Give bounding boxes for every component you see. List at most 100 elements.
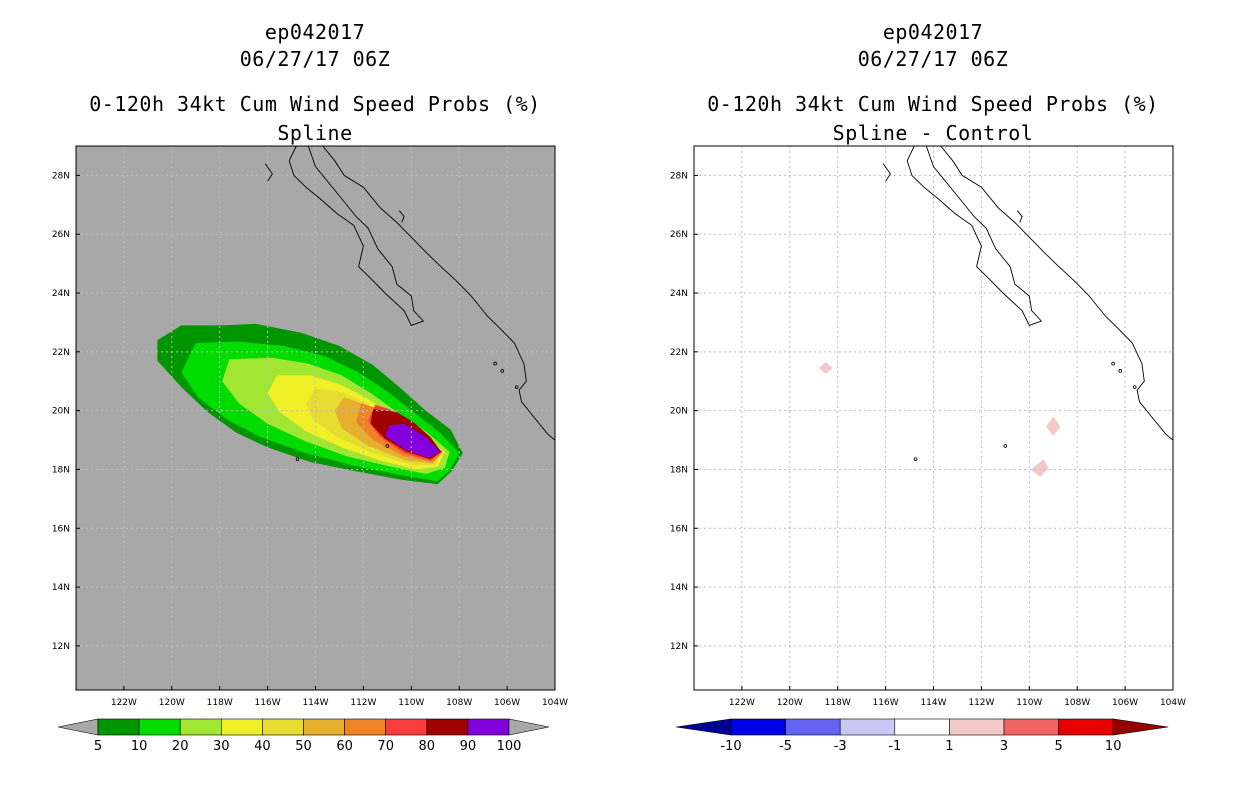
left-x-tick-label: 122W: [111, 698, 137, 708]
right-island: [1118, 369, 1123, 373]
right-colorbar-label: -10: [720, 739, 741, 754]
right-colorbar: -10 -5 -3 -1 1 3 5 10: [675, 718, 1169, 754]
left-x-tick-label: 112W: [350, 698, 376, 708]
left-x-tick-label: 106W: [494, 698, 520, 708]
left-coastline: [264, 145, 556, 461]
right-y-tick-label: 28N: [670, 171, 688, 181]
right-coastline-segment: [940, 145, 1174, 441]
left-colorbar-swatch: [385, 718, 428, 736]
left-map-chart: 122W 120W 118W 116W 114W 112W 110W 108W 106W 104W…: [52, 145, 568, 754]
left-colorbar-extend-high: [508, 718, 550, 736]
right-coastline-segment: [882, 163, 891, 182]
right-colorbar-swatch: [1058, 718, 1114, 736]
left-contours: [157, 323, 463, 485]
right-coastline-segment: [1016, 210, 1023, 223]
left-colorbar-label: 50: [295, 739, 312, 754]
left-contour-90-9: [385, 423, 440, 458]
left-colorbar-extend-low: [57, 718, 99, 736]
right-x-tick-label: 106W: [1112, 698, 1138, 708]
left-colorbar-swatch: [467, 718, 510, 736]
right-y-tick-label: 18N: [670, 465, 688, 475]
left-colorbar-label: 20: [172, 739, 189, 754]
right-colorbar-label: -1: [888, 739, 901, 754]
right-colorbar-swatch: [894, 718, 950, 736]
left-x-tick-label: 104W: [542, 698, 568, 708]
left-colorbar-swatch: [303, 718, 345, 736]
right-island: [913, 457, 918, 461]
left-y-tick-label: 28N: [52, 171, 70, 181]
left-colorbar-label: 70: [377, 739, 394, 754]
right-y-tick-label: 16N: [670, 524, 688, 534]
right-storm-id: ep042017: [882, 20, 984, 44]
right-colorbar-swatch: [730, 718, 786, 736]
left-colorbar-label: 90: [460, 739, 477, 754]
left-colorbar-swatch: [426, 718, 469, 736]
right-contour-1-1: [1046, 416, 1061, 436]
right-y-tick-label: 12N: [670, 642, 688, 652]
left-y-tick-label: 16N: [52, 524, 70, 534]
left-colorbar-label: 40: [254, 739, 271, 754]
right-island: [1111, 361, 1115, 366]
left-datetime: 06/27/17 06Z: [239, 47, 391, 71]
left-x-tick-label: 110W: [398, 698, 424, 708]
right-colorbar-label: 5: [1054, 739, 1062, 754]
left-y-tick-label: 20N: [52, 407, 70, 417]
left-y-tick-label: 26N: [52, 230, 70, 240]
right-x-tick-label: 108W: [1064, 698, 1090, 708]
right-x-tick-label: 112W: [968, 698, 994, 708]
left-chart-subtitle: Spline: [277, 121, 353, 145]
left-coastline-segment: [288, 145, 425, 326]
right-x-tick-label: 104W: [1160, 698, 1186, 708]
left-colorbar-label: 10: [131, 739, 148, 754]
left-colorbar-label: 5: [94, 739, 102, 754]
left-colorbar-label: 60: [336, 739, 353, 754]
left-x-tick-label: 118W: [207, 698, 233, 708]
left-y-tick-label: 12N: [52, 642, 70, 652]
right-x-tick-label: 122W: [729, 698, 755, 708]
right-colorbar-label: 10: [1105, 739, 1122, 754]
left-colorbar-swatch: [97, 718, 140, 736]
left-y-tick-label: 22N: [52, 348, 70, 358]
right-colorbar-label: 3: [1000, 739, 1008, 754]
right-datetime: 06/27/17 06Z: [857, 47, 1009, 71]
right-colorbar-extend-low: [675, 718, 732, 736]
right-contour-1-0: [818, 362, 833, 374]
left-colorbar-swatch: [262, 718, 304, 736]
left-colorbar-swatch: [344, 718, 387, 736]
right-x-tick-label: 120W: [777, 698, 803, 708]
right-y-tick-label: 20N: [670, 407, 688, 417]
left-colorbar-swatch: [179, 718, 222, 736]
left-coastline-segment: [322, 145, 556, 441]
right-colorbar-extend-high: [1112, 718, 1169, 736]
left-colorbar: 5 10 20 30 40 50 60 70 80 90 100: [57, 718, 550, 754]
right-y-tick-label: 22N: [670, 348, 688, 358]
left-island: [493, 361, 497, 366]
left-y-tick-label: 14N: [52, 583, 70, 593]
left-coastline-segment: [264, 163, 273, 182]
right-chart-subtitle: Spline - Control: [832, 121, 1034, 145]
left-x-tick-label: 116W: [255, 698, 281, 708]
right-colorbar-swatch: [785, 718, 841, 736]
left-island: [295, 457, 300, 461]
right-x-tick-label: 116W: [873, 698, 899, 708]
left-colorbar-label: 30: [213, 739, 230, 754]
right-x-tick-label: 118W: [825, 698, 851, 708]
right-island: [1132, 385, 1137, 389]
right-colorbar-label: -5: [779, 739, 792, 754]
right-colorbar-swatch: [839, 718, 896, 736]
left-x-tick-label: 114W: [302, 698, 328, 708]
right-contour-1-2: [1030, 459, 1049, 477]
left-chart-title: 0-120h 34kt Cum Wind Speed Probs (%): [89, 92, 541, 116]
right-y-tick-label: 24N: [670, 289, 688, 299]
left-colorbar-label: 80: [419, 739, 436, 754]
right-colorbar-label: 1: [945, 739, 953, 754]
left-y-tick-label: 18N: [52, 465, 70, 475]
right-chart-title: 0-120h 34kt Cum Wind Speed Probs (%): [707, 92, 1159, 116]
left-colorbar-swatch: [138, 718, 181, 736]
left-storm-id: ep042017: [264, 20, 366, 44]
right-x-tick-label: 114W: [920, 698, 946, 708]
left-x-tick-label: 108W: [446, 698, 472, 708]
right-colorbar-label: -3: [834, 739, 847, 754]
right-colorbar-swatch: [949, 718, 1005, 736]
right-coastline-segment: [906, 145, 1043, 326]
